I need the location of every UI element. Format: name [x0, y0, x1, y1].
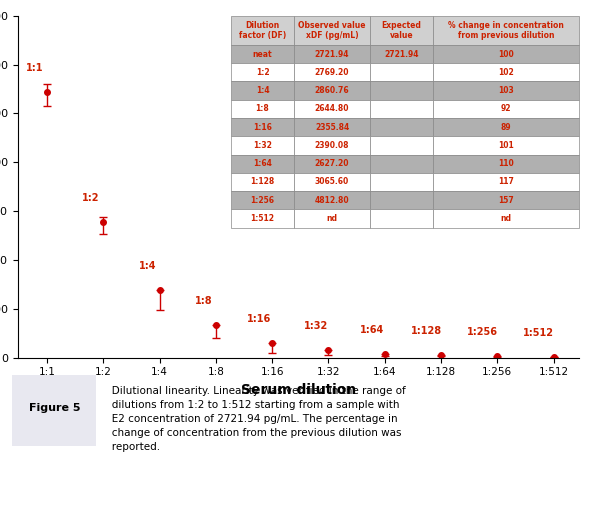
Text: 1:256: 1:256: [467, 327, 498, 337]
Text: 1:64: 1:64: [360, 325, 384, 335]
Text: 1:16: 1:16: [247, 314, 272, 324]
Text: 1:4: 1:4: [139, 261, 156, 271]
Text: 1:512: 1:512: [523, 328, 554, 338]
Text: Dilutional linearity. Linearity was verified in the range of
   dilutions from 1: Dilutional linearity. Linearity was veri…: [102, 386, 406, 452]
FancyBboxPatch shape: [13, 375, 97, 446]
Text: Figure 5: Figure 5: [29, 403, 80, 413]
Text: 1:2: 1:2: [82, 194, 100, 204]
Text: 1:1: 1:1: [26, 63, 44, 73]
Text: 1:8: 1:8: [195, 296, 213, 306]
Text: 1:32: 1:32: [303, 322, 328, 331]
Text: 1:128: 1:128: [411, 326, 442, 336]
X-axis label: Serum dilution: Serum dilution: [241, 383, 356, 397]
